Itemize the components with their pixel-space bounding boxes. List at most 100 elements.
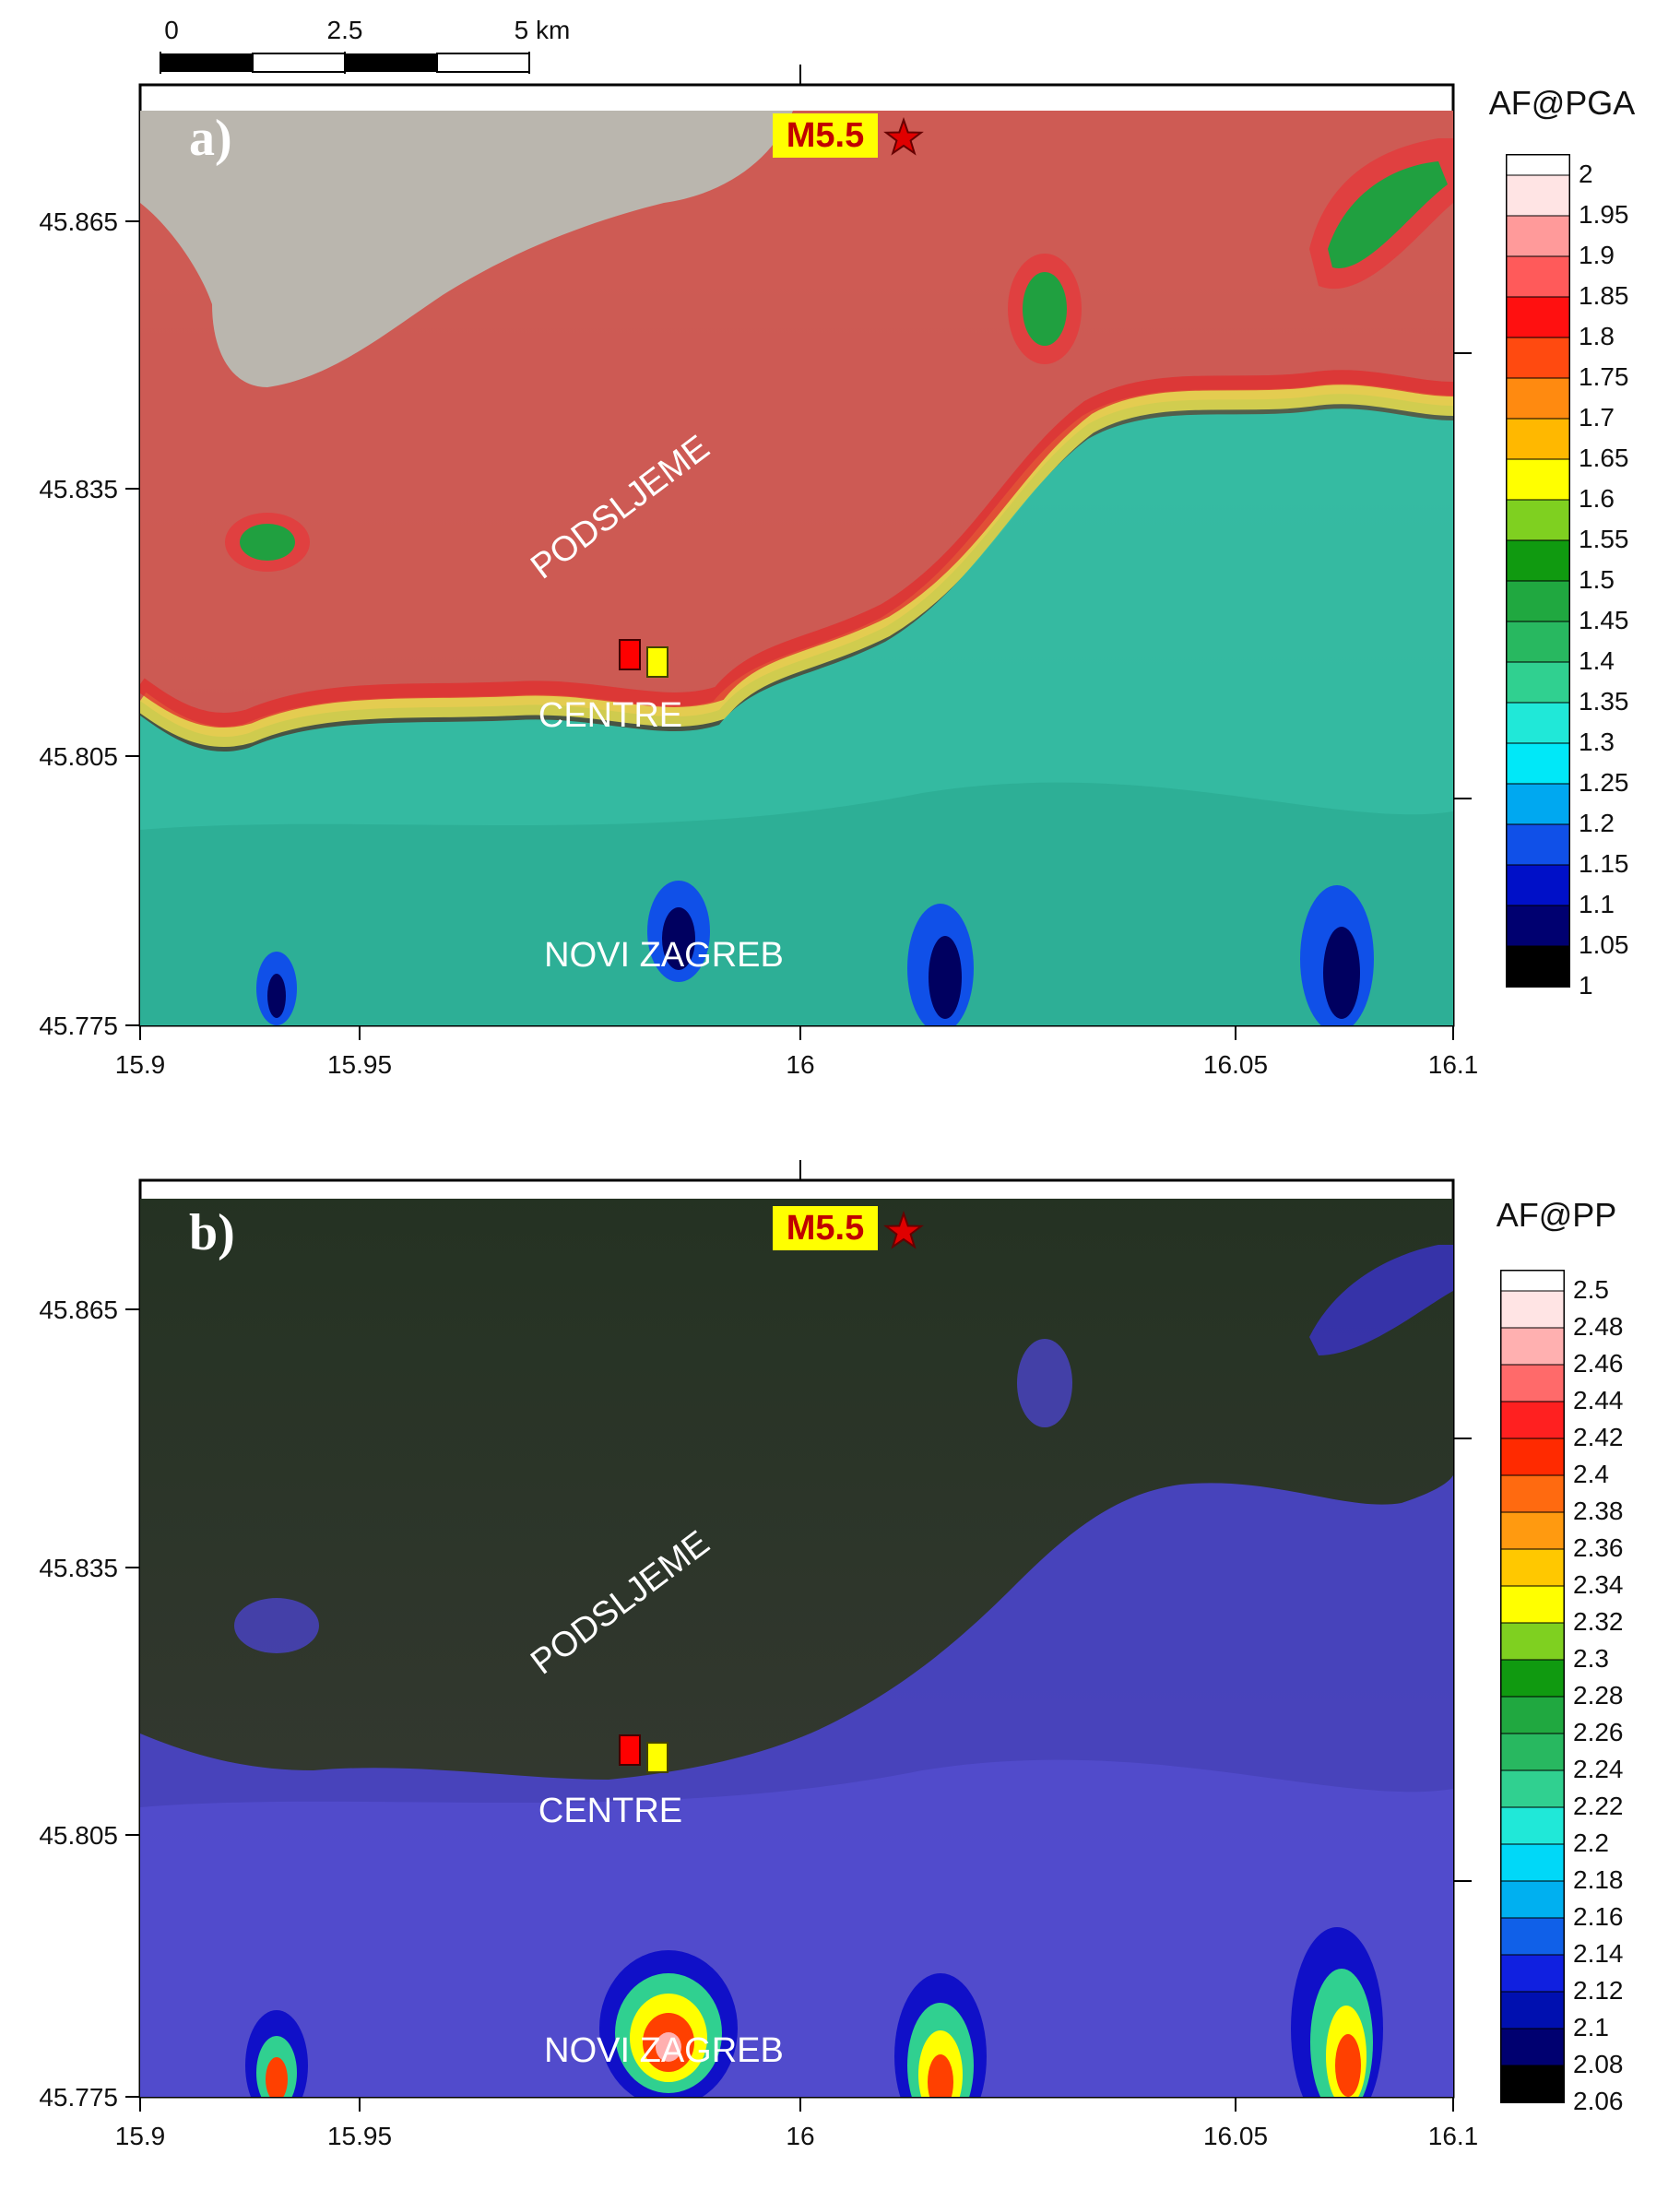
map-panel-pga	[138, 65, 1472, 1027]
pga-transition-band	[140, 384, 1453, 747]
legend-value: 2.24	[1573, 1755, 1624, 1783]
y-tick-label: 45.775	[39, 2083, 118, 2112]
y-tick-label: 45.805	[39, 1821, 118, 1850]
legend-value: 1.95	[1579, 200, 1629, 229]
legend-value: 2.2	[1573, 1828, 1609, 1857]
legend-value: 2.3	[1573, 1644, 1609, 1673]
legend-value: 2.36	[1573, 1533, 1624, 1562]
legend-value: 2	[1579, 160, 1593, 188]
x-tick-label: 16.05	[1203, 2122, 1268, 2150]
legend-swatch	[1500, 1843, 1565, 1882]
legend-value: 1.75	[1579, 362, 1629, 391]
legend-value: 1.1	[1579, 890, 1615, 918]
magnitude-badge	[773, 113, 878, 158]
legend-title: AF@PGA	[1489, 84, 1636, 122]
red-site-marker	[619, 1734, 641, 1766]
legend-swatch	[1500, 1585, 1565, 1624]
legends: AF@PGA 2 1.95 1.9 1.85 1.8 1.75 1.7 1.65 1.6 1.55 1…	[1489, 84, 1636, 2115]
x-tick-label: 16	[786, 1050, 814, 1079]
x-tick-label: 16.1	[1428, 2122, 1479, 2150]
legend-swatch	[1500, 1270, 1565, 1292]
legend-value: 1.45	[1579, 606, 1629, 634]
legend-swatch	[1500, 2065, 1565, 2103]
legend-swatch	[1500, 1659, 1565, 1698]
legend-swatch	[1500, 1511, 1565, 1550]
legend-value: 1.3	[1579, 728, 1615, 756]
legend-value: 2.4	[1573, 1460, 1609, 1488]
legend-swatch	[1506, 621, 1570, 663]
legend-value: 1.35	[1579, 687, 1629, 716]
legend-swatch	[1500, 1733, 1565, 1771]
legend-value: 1.25	[1579, 768, 1629, 797]
legend-swatch	[1506, 337, 1570, 379]
legend-value: 1.65	[1579, 444, 1629, 472]
legend-value: 2.46	[1573, 1349, 1624, 1378]
yellow-site-marker	[646, 646, 668, 678]
magnitude-label: M5.5	[787, 116, 864, 155]
magnitude-badge	[773, 1206, 878, 1250]
legend-value: 1.6	[1579, 484, 1615, 513]
legend-value: 1.5	[1579, 565, 1615, 594]
legend-swatch	[1506, 742, 1570, 785]
axis-ticks: 15.9 15.95 16 16.05 16.1 45.865 45.835 45.805 45…	[39, 207, 1478, 2150]
y-tick-label: 45.775	[39, 1012, 118, 1040]
pga-gray-zone	[140, 111, 793, 387]
legend-swatch	[1500, 1290, 1565, 1329]
legend-swatch	[1506, 458, 1570, 501]
legend-swatch	[1506, 661, 1570, 704]
x-tick-label: 16.05	[1203, 1050, 1268, 1079]
legend-swatch	[1500, 1954, 1565, 1993]
red-site-marker	[619, 639, 641, 670]
place-label-novi-zagreb: NOVI ZAGREB	[544, 2031, 784, 2070]
legend-value: 1.7	[1579, 403, 1615, 432]
yellow-site-marker	[646, 1742, 668, 1773]
colorbar-legend: AF@PP 2.5 2.48 2.46 2.44 2.42 2.4 2.38 2.36 2.34 2…	[1497, 1196, 1624, 2115]
legend-value: 2.38	[1573, 1497, 1624, 1525]
scale-tick-0: 0	[164, 16, 179, 44]
star-icon	[883, 1210, 924, 1249]
star-icon	[883, 116, 924, 156]
legend-value: 2.06	[1573, 2087, 1624, 2115]
x-tick-label: 15.95	[327, 2122, 392, 2150]
legend-swatch	[1506, 783, 1570, 825]
legend-value: 1.8	[1579, 322, 1615, 350]
legend-swatch	[1500, 2028, 1565, 2066]
legend-value: 1.55	[1579, 525, 1629, 553]
legend-swatch	[1500, 1806, 1565, 1845]
legend-swatch	[1506, 174, 1570, 217]
legend-swatch	[1500, 1401, 1565, 1439]
scale-tick-5km: 5 km	[515, 16, 571, 44]
x-tick-label: 15.9	[115, 1050, 166, 1079]
legend-swatch	[1500, 1769, 1565, 1808]
y-tick-label: 45.805	[39, 742, 118, 771]
legend-value: 1.05	[1579, 930, 1629, 959]
legend-value: 2.16	[1573, 1902, 1624, 1931]
legend-swatch	[1506, 864, 1570, 906]
place-label-novi-zagreb: NOVI ZAGREB	[544, 936, 784, 975]
y-tick-label: 45.865	[39, 207, 118, 236]
x-tick-label: 15.9	[115, 2122, 166, 2150]
scale-tick-2-5: 2.5	[327, 16, 363, 44]
legend-swatch	[1500, 1474, 1565, 1513]
legend-value: 2.32	[1573, 1607, 1624, 1636]
legend-value: 2.14	[1573, 1939, 1624, 1968]
legend-swatch	[1500, 1364, 1565, 1402]
legend-swatch	[1506, 296, 1570, 338]
legend-swatch	[1506, 580, 1570, 622]
legend-value: 1.4	[1579, 646, 1615, 675]
legend-swatch	[1506, 154, 1570, 176]
panel-label: b)	[189, 1204, 235, 1261]
x-tick-label: 16.1	[1428, 1050, 1479, 1079]
legend-value: 2.12	[1573, 1976, 1624, 2005]
scale-bar: 0 2.5 5 km	[160, 16, 570, 74]
legend-value: 1.85	[1579, 281, 1629, 310]
panel-label: a)	[189, 110, 232, 167]
legend-swatch	[1506, 702, 1570, 744]
legend-value: 2.08	[1573, 2050, 1624, 2078]
place-label-centre: CENTRE	[538, 1792, 682, 1830]
legend-value: 2.28	[1573, 1681, 1624, 1710]
legend-value: 2.1	[1573, 2013, 1609, 2041]
colorbar-legend: AF@PGA 2 1.95 1.9 1.85 1.8 1.75 1.7 1.65 1.6 1.55 1…	[1489, 84, 1636, 1000]
legend-swatch	[1506, 905, 1570, 947]
legend-value: 1.2	[1579, 809, 1615, 837]
